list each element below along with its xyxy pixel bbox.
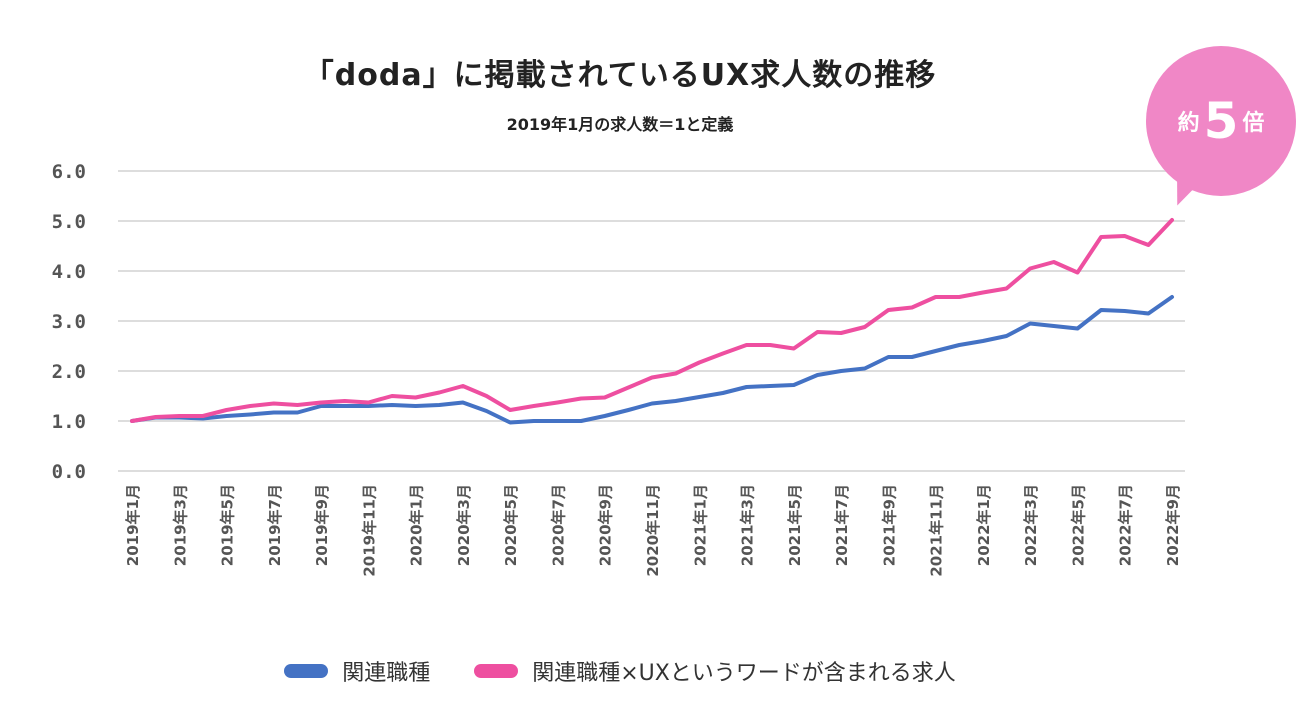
x-tick-label: 2019年1月	[124, 484, 142, 566]
x-tick-label: 2019年9月	[313, 484, 331, 566]
x-tick-label: 2020年11月	[644, 484, 662, 577]
x-tick-label: 2021年9月	[880, 484, 898, 566]
y-axis-tick-labels: 0.0 1.0 2.0 3.0 4.0 5.0 6.0	[52, 161, 86, 483]
x-tick-label: 2020年5月	[502, 484, 520, 566]
legend-swatch-related-jobs	[284, 664, 329, 678]
legend-label-related-jobs: 関連職種	[342, 661, 431, 686]
callout-value: 5	[1203, 92, 1239, 150]
chart-subtitle: 2019年1月の求人数＝1と定義	[506, 115, 734, 134]
x-tick-label: 2020年3月	[455, 484, 473, 566]
x-tick-label: 2020年1月	[408, 484, 426, 566]
x-tick-label: 2021年1月	[691, 484, 709, 566]
series-lines	[130, 218, 1174, 425]
x-tick-label: 2019年3月	[171, 484, 189, 566]
callout-circle: 約 5 倍	[1146, 46, 1296, 196]
x-tick-label: 2020年9月	[597, 484, 615, 566]
x-tick-label: 2019年7月	[266, 484, 284, 566]
y-tick-label: 0.0	[52, 461, 86, 483]
y-tick-label: 4.0	[52, 261, 86, 283]
y-tick-label: 3.0	[52, 311, 86, 333]
chart-title: 「doda」に掲載されているUX求人数の推移	[303, 58, 937, 93]
x-tick-label: 2021年11月	[928, 484, 946, 577]
legend-label-related-jobs-ux: 関連職種×UXというワードが含まれる求人	[532, 661, 956, 686]
x-tick-label: 2019年5月	[219, 484, 237, 566]
x-tick-label: 2022年7月	[1117, 484, 1135, 566]
series-line-0	[130, 295, 1174, 425]
series-line-1	[130, 218, 1174, 423]
x-tick-label: 2022年9月	[1164, 484, 1182, 566]
callout-badge: 約 5 倍	[1146, 46, 1296, 211]
y-tick-label: 6.0	[52, 161, 86, 183]
y-tick-label: 1.0	[52, 411, 86, 433]
x-tick-label: 2022年3月	[1022, 484, 1040, 566]
legend-item-related-jobs-ux: 関連職種×UXというワードが含まれる求人	[474, 655, 956, 687]
callout-prefix: 約	[1177, 111, 1200, 136]
x-tick-label: 2022年5月	[1069, 484, 1087, 566]
chart-legend: 関連職種 関連職種×UXというワードが含まれる求人	[0, 655, 1240, 687]
grid-lines	[118, 170, 1185, 472]
x-tick-label: 2021年7月	[833, 484, 851, 566]
legend-item-related-jobs: 関連職種	[284, 655, 430, 687]
y-tick-label: 2.0	[52, 361, 86, 383]
x-axis-tick-labels: 2019年1月 2019年3月 2019年5月 2019年7月 2019年9月 2019年…	[124, 484, 1182, 577]
callout-suffix: 倍	[1242, 111, 1265, 136]
line-chart: 0.01.02.03.04.05.06.0 2019年1月 2019年3月 2019…	[52, 161, 1185, 577]
x-tick-label: 2020年7月	[549, 484, 567, 566]
y-tick-label: 5.0	[52, 211, 86, 233]
x-tick-label: 2022年1月	[975, 484, 993, 566]
x-tick-label: 2019年11月	[360, 484, 378, 577]
legend-swatch-related-jobs-ux	[474, 664, 519, 678]
x-tick-label: 2021年5月	[786, 484, 804, 566]
x-tick-label: 2021年3月	[739, 484, 757, 566]
